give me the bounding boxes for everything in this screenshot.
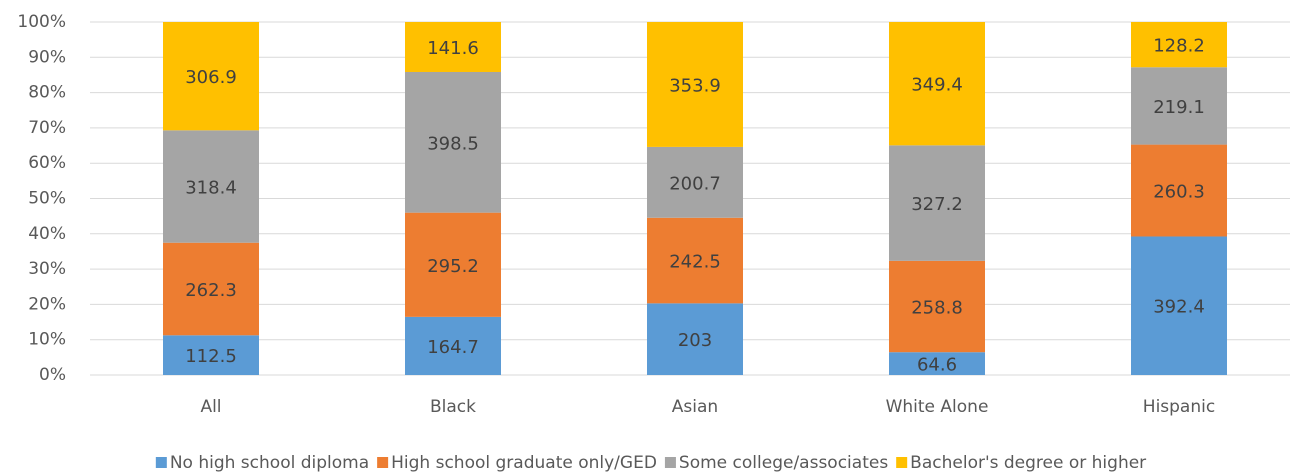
y-tick-label: 60% bbox=[28, 153, 66, 173]
x-tick-label: Black bbox=[430, 397, 476, 417]
legend-label: High school graduate only/GED bbox=[391, 453, 657, 473]
data-label: 200.7 bbox=[669, 173, 721, 194]
data-label: 262.3 bbox=[185, 280, 237, 301]
data-label: 353.9 bbox=[669, 75, 721, 96]
bar-segment bbox=[405, 22, 501, 72]
data-label: 128.2 bbox=[1153, 36, 1205, 57]
bar-segment bbox=[405, 71, 501, 213]
bar-segment bbox=[1131, 144, 1227, 237]
y-tick-label: 50% bbox=[28, 189, 66, 209]
data-label: 318.4 bbox=[185, 178, 237, 199]
data-label: 203 bbox=[678, 330, 712, 351]
legend-swatch bbox=[155, 457, 167, 468]
bar-segment bbox=[889, 22, 985, 146]
data-label: 398.5 bbox=[427, 133, 479, 154]
y-tick-label: 90% bbox=[28, 47, 66, 67]
y-tick-label: 30% bbox=[28, 259, 66, 279]
y-tick-label: 70% bbox=[28, 118, 66, 138]
legend-swatch bbox=[664, 457, 676, 468]
bar-segment bbox=[889, 260, 985, 353]
legend: No high school diploma High school gradua… bbox=[155, 453, 1146, 473]
x-tick-label: All bbox=[200, 397, 221, 417]
y-tick-label: 0% bbox=[39, 365, 66, 385]
data-label: 112.5 bbox=[185, 346, 237, 367]
bar-segment bbox=[1131, 67, 1227, 145]
legend-label: Bachelor's degree or higher bbox=[910, 453, 1146, 473]
bar-segment bbox=[163, 130, 259, 243]
bar-segment bbox=[163, 22, 259, 131]
bar-segment bbox=[1131, 22, 1227, 68]
data-label: 64.6 bbox=[917, 355, 957, 376]
data-label: 242.5 bbox=[669, 252, 721, 273]
legend-label: Some college/associates bbox=[679, 453, 888, 473]
data-label: 349.4 bbox=[911, 75, 963, 96]
data-label: 392.4 bbox=[1153, 297, 1205, 318]
bar-segment bbox=[647, 146, 743, 218]
data-label: 327.2 bbox=[911, 194, 963, 215]
y-tick-label: 80% bbox=[28, 83, 66, 103]
legend-swatch bbox=[896, 457, 908, 468]
data-label: 141.6 bbox=[427, 38, 479, 59]
bar-segment bbox=[405, 212, 501, 317]
data-label: 164.7 bbox=[427, 337, 479, 358]
data-label: 219.1 bbox=[1153, 97, 1205, 118]
bar-segment bbox=[647, 22, 743, 147]
x-tick-label: Hispanic bbox=[1143, 397, 1215, 417]
bar-segment bbox=[889, 145, 985, 261]
data-label: 306.9 bbox=[185, 67, 237, 88]
data-label: 295.2 bbox=[427, 256, 479, 277]
y-tick-label: 20% bbox=[28, 294, 66, 314]
bar-segment bbox=[1131, 236, 1227, 375]
bar-segment bbox=[647, 217, 743, 304]
data-label: 260.3 bbox=[1153, 182, 1205, 203]
y-tick-label: 10% bbox=[28, 330, 66, 350]
data-label: 258.8 bbox=[911, 298, 963, 319]
bar-segment bbox=[647, 303, 743, 375]
x-tick-label: White Alone bbox=[886, 397, 989, 417]
legend-label: No high school diploma bbox=[170, 453, 369, 473]
y-tick-label: 40% bbox=[28, 224, 66, 244]
x-tick-label: Asian bbox=[672, 397, 718, 417]
bar-segment bbox=[163, 242, 259, 336]
bar-segment bbox=[405, 316, 501, 375]
bar-segment bbox=[163, 335, 259, 375]
bar-segment bbox=[889, 352, 985, 375]
y-tick-label: 100% bbox=[17, 12, 66, 32]
legend-swatch bbox=[377, 457, 389, 468]
